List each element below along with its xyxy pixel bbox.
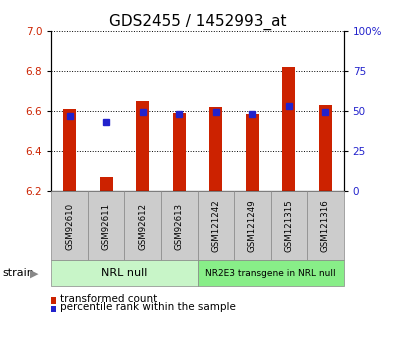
Bar (100, 177, 113, 191)
Text: transformed count: transformed count (60, 294, 157, 304)
Text: strain: strain (2, 268, 34, 278)
Text: GSM92613: GSM92613 (175, 203, 184, 249)
Text: GSM92610: GSM92610 (65, 203, 74, 249)
Bar (246, 114, 259, 191)
Text: GSM121242: GSM121242 (211, 200, 220, 252)
Bar (209, 107, 222, 191)
Title: GDS2455 / 1452993_at: GDS2455 / 1452993_at (109, 13, 286, 30)
Bar (63, 109, 76, 191)
Text: GSM92612: GSM92612 (138, 203, 147, 249)
Text: ▶: ▶ (30, 268, 38, 278)
Text: percentile rank within the sample: percentile rank within the sample (60, 303, 236, 312)
Bar (136, 101, 149, 191)
Text: GSM92611: GSM92611 (102, 203, 111, 249)
Text: GSM121249: GSM121249 (248, 200, 257, 252)
Text: NRL null: NRL null (101, 268, 148, 278)
Bar (319, 105, 332, 191)
Bar (173, 113, 186, 191)
Text: GSM121316: GSM121316 (321, 200, 330, 252)
Text: GSM121315: GSM121315 (284, 200, 293, 252)
Text: NR2E3 transgene in NRL null: NR2E3 transgene in NRL null (205, 269, 336, 278)
Bar (282, 67, 295, 191)
